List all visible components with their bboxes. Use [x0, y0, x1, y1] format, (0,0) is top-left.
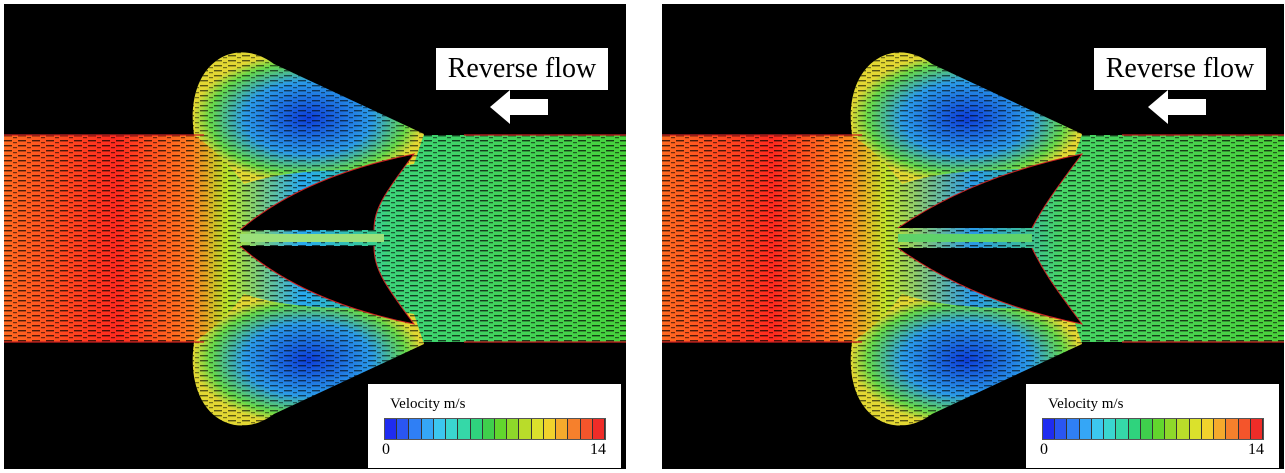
colorbar-swatch — [482, 419, 495, 439]
colorbar-swatch — [1128, 419, 1141, 439]
colorbar-swatch — [1189, 419, 1202, 439]
colorbar-swatch — [1177, 419, 1190, 439]
colorbar-swatch — [1091, 419, 1105, 439]
colorbar-swatch — [421, 419, 434, 439]
velocity-field — [4, 52, 626, 426]
colorbar-swatch — [1079, 419, 1092, 439]
colorbar-swatch — [580, 419, 593, 439]
colorbar — [1042, 418, 1264, 440]
colorbar-swatch — [519, 419, 532, 439]
legend-max-value: 14 — [590, 441, 606, 458]
colorbar-swatch — [409, 419, 422, 439]
left-arrow-icon — [1148, 90, 1206, 124]
velocity-legend: Velocity m/s 0 14 — [1026, 384, 1279, 468]
legend-max-value: 14 — [1248, 441, 1264, 458]
colorbar-swatch — [531, 419, 544, 439]
colorbar-swatch — [494, 419, 508, 439]
colorbar-swatch — [1055, 419, 1068, 439]
colorbar-swatch — [446, 419, 459, 439]
velocity-legend: Velocity m/s 0 14 — [368, 384, 621, 468]
reverse-flow-label: Reverse flow — [1094, 48, 1266, 90]
colorbar-swatch — [433, 419, 447, 439]
flow-panel-right: Reverse flow Velocity m/s 0 14 — [662, 4, 1284, 469]
colorbar-swatch — [1104, 419, 1117, 439]
velocity-field — [662, 52, 1284, 426]
flow-panel-left: Reverse flow Velocity m/s 0 14 — [4, 4, 626, 469]
colorbar-swatch — [1201, 419, 1215, 439]
colorbar-swatch — [556, 419, 569, 439]
colorbar-swatch — [1214, 419, 1227, 439]
legend-title: Velocity m/s — [1048, 396, 1124, 412]
legend-title: Velocity m/s — [390, 396, 466, 412]
colorbar-swatch — [568, 419, 581, 439]
reverse-flow-label: Reverse flow — [436, 48, 608, 90]
colorbar-swatch — [543, 419, 557, 439]
colorbar-swatch — [1067, 419, 1080, 439]
colorbar-swatch — [1043, 419, 1056, 439]
colorbar-swatch — [1238, 419, 1251, 439]
colorbar — [384, 418, 606, 440]
left-arrow-icon — [490, 90, 548, 124]
colorbar-swatch — [470, 419, 483, 439]
colorbar-swatch — [1140, 419, 1153, 439]
colorbar-swatch — [1116, 419, 1129, 439]
legend-min-value: 0 — [382, 441, 390, 458]
colorbar-swatch — [385, 419, 398, 439]
colorbar-swatch — [592, 419, 605, 439]
colorbar-swatch — [1250, 419, 1263, 439]
legend-min-value: 0 — [1040, 441, 1048, 458]
colorbar-swatch — [1226, 419, 1239, 439]
colorbar-swatch — [1152, 419, 1166, 439]
colorbar-swatch — [458, 419, 471, 439]
colorbar-swatch — [507, 419, 520, 439]
colorbar-swatch — [1165, 419, 1178, 439]
colorbar-swatch — [397, 419, 410, 439]
